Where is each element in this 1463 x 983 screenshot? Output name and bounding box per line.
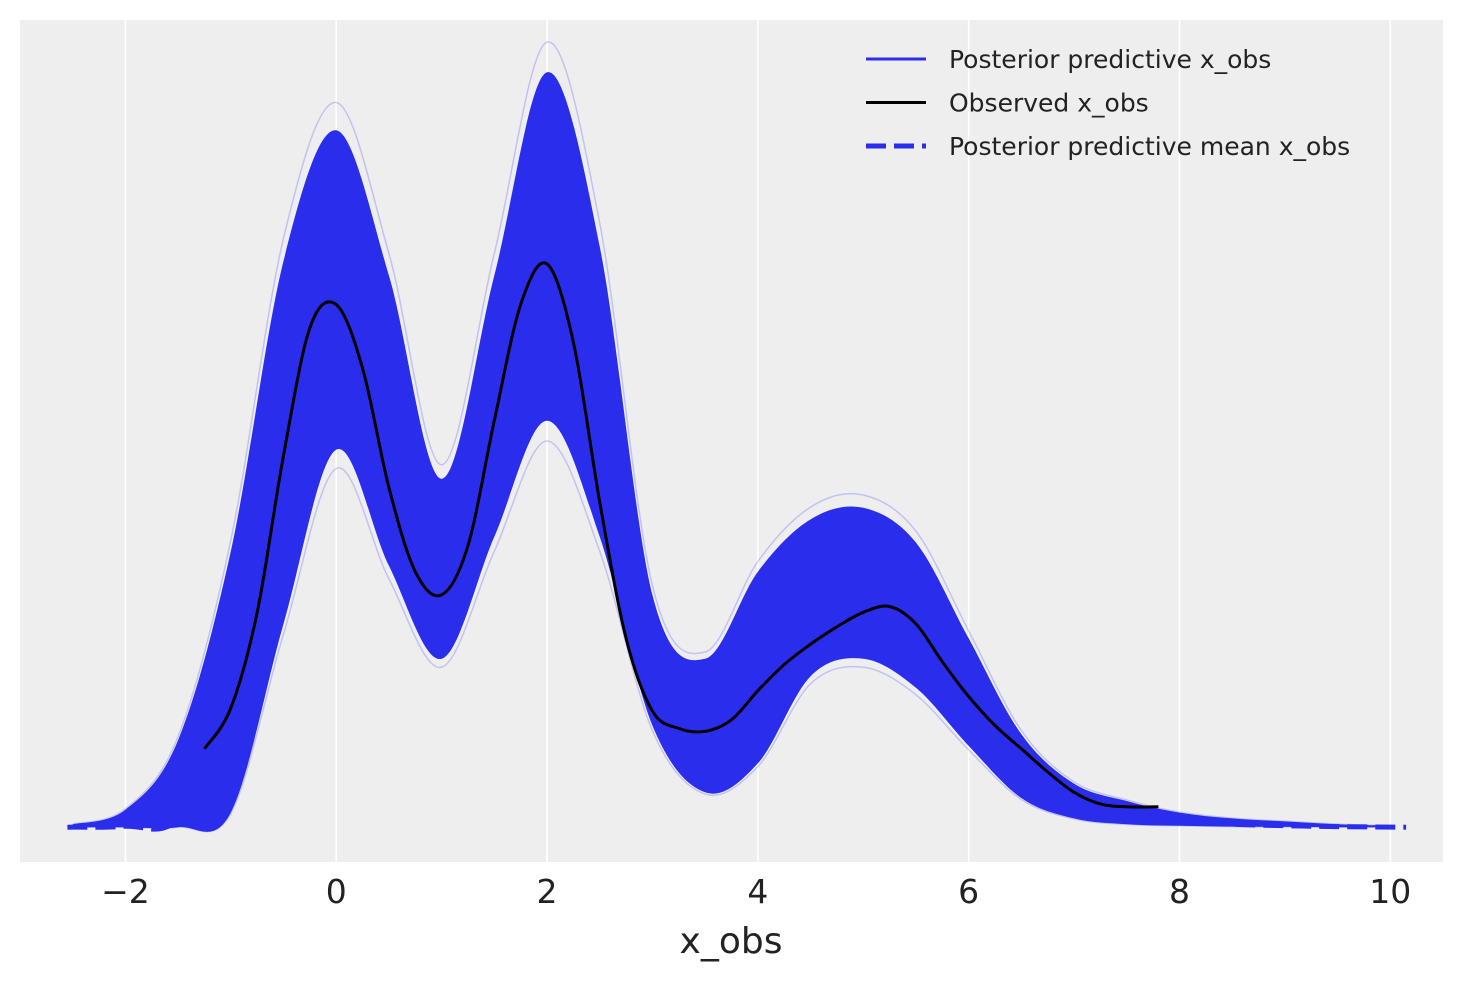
legend-entry: Observed x_obs (949, 89, 1149, 118)
posterior-predictive-draw (72, 440, 1391, 833)
posterior-predictive-mean-line (67, 249, 1407, 832)
x-tick-label: 0 (326, 872, 347, 911)
legend-entry: Posterior predictive mean x_obs (949, 132, 1350, 161)
series-lines (67, 249, 1407, 832)
x-tick-label: 2 (537, 872, 558, 911)
x-tick-label: 8 (1169, 872, 1190, 911)
posterior-predictive-draw (72, 41, 1391, 827)
observed-line (203, 261, 1159, 809)
x-tick-label: 4 (747, 872, 768, 911)
x-tick-label: −2 (101, 872, 150, 911)
x-tick-label: 10 (1369, 872, 1411, 911)
x-tick-label: 6 (958, 872, 979, 911)
x-axis-ticks: −2 0 2 4 6 8 10 (101, 872, 1411, 911)
posterior-predictive-draws (72, 41, 1391, 833)
legend-entry: Posterior predictive x_obs (949, 45, 1271, 74)
posterior-predictive-band (72, 72, 1391, 832)
x-axis-label: x_obs (680, 921, 783, 962)
legend: Posterior predictive x_obs Observed x_obs… (866, 45, 1350, 161)
